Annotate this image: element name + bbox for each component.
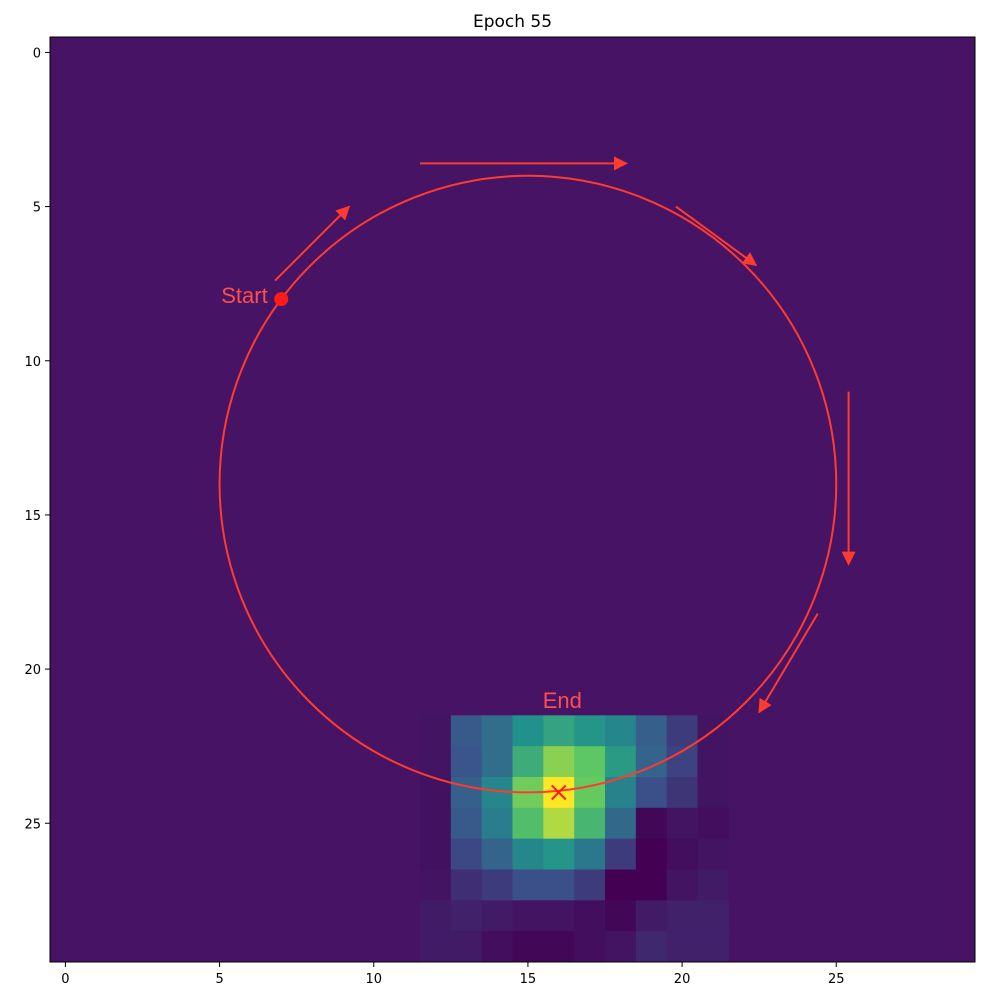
y-tick-label: 0: [33, 46, 41, 61]
heatmap-cell: [481, 715, 513, 747]
heatmap-cell: [420, 715, 452, 747]
direction-arrow: [758, 613, 819, 714]
heatmap-cell: [605, 746, 637, 778]
heatmap-cell: [481, 807, 513, 840]
heatmap-cell: [605, 900, 637, 932]
heatmap-cell: [481, 900, 513, 932]
heatmap-cell: [420, 931, 452, 962]
heatmap-cell: [512, 838, 544, 870]
heatmap-cell: [543, 869, 575, 901]
heatmap-cell: [512, 869, 544, 901]
plot-frame: [49, 36, 976, 963]
start-label: Start: [221, 283, 267, 308]
heatmap-cell: [574, 900, 606, 932]
heatmap-cell: [512, 715, 544, 747]
heatmap-cell: [605, 838, 637, 870]
heatmap-cell: [543, 838, 575, 870]
heatmap-cell: [512, 807, 544, 840]
heatmap-cell: [574, 869, 606, 901]
x-tick-label: 15: [520, 972, 537, 987]
heatmap-cell: [605, 715, 637, 747]
heatmap-cell: [697, 777, 729, 809]
heatmap-cell: [481, 869, 513, 901]
heatmap-cell: [512, 900, 544, 932]
heatmap-cell: [543, 715, 575, 747]
heatmap-cell: [666, 869, 698, 901]
heatmap-cell: [450, 777, 483, 809]
x-tick-label: 10: [365, 972, 382, 987]
heatmap-cell: [574, 715, 606, 747]
heatmap-cell: [450, 931, 483, 962]
heatmap-cell: [574, 807, 606, 840]
heatmap-cell: [420, 746, 452, 778]
chart-title: Epoch 55: [472, 12, 553, 32]
heatmap-cell: [420, 900, 452, 932]
direction-arrow: [274, 205, 351, 282]
heatmap-cell: [420, 807, 452, 840]
heatmap-cell: [481, 838, 513, 870]
heatmap-cell: [605, 931, 637, 962]
heatmap-cell: [635, 777, 668, 809]
heatmap-cell: [635, 838, 668, 870]
heatmap-cell: [697, 900, 729, 932]
heatmap-cell: [697, 931, 729, 962]
heatmap-cell: [543, 746, 575, 778]
heatmap-cell: [574, 931, 606, 962]
heatmap-cell: [450, 715, 483, 747]
x-tick-label: 20: [674, 972, 691, 987]
heatmap-cell: [635, 900, 668, 932]
heatmap-cell: [666, 931, 698, 962]
heatmap-cell: [512, 931, 544, 962]
y-tick-label: 25: [24, 817, 41, 832]
heatmap-cell: [450, 746, 483, 778]
heatmap-cell: [605, 869, 637, 901]
direction-arrow: [675, 205, 758, 266]
heatmap-cell: [450, 807, 483, 840]
heatmap-cell: [543, 931, 575, 962]
heatmap-cell: [635, 931, 668, 962]
y-tick-label: 20: [24, 663, 41, 678]
heatmap-cell: [697, 807, 729, 840]
heatmap-cell: [605, 807, 637, 840]
y-tick-label: 10: [24, 355, 41, 370]
heatmap-cell: [697, 838, 729, 870]
heatmap-cell: [481, 931, 513, 962]
y-tick-label: 5: [33, 201, 41, 216]
heatmap-cell: [420, 838, 452, 870]
heatmap-cell: [666, 838, 698, 870]
heatmap-cell: [635, 715, 668, 747]
heatmap-cell: [450, 838, 483, 870]
start-point-marker: [274, 292, 289, 307]
y-tick-label: 15: [24, 509, 41, 524]
heatmap-cell: [481, 746, 513, 778]
heatmap-cell: [666, 715, 698, 747]
heatmap-cell: [697, 746, 729, 778]
heatmap-cell: [543, 900, 575, 932]
heatmap-cell: [450, 869, 483, 901]
heatmap-cell: [635, 807, 668, 840]
x-tick-label: 25: [828, 972, 845, 987]
heatmap-cell: [543, 807, 575, 840]
heatmap-cell: [450, 900, 483, 932]
heatmap-cell: [666, 777, 698, 809]
trajectory-circle: [218, 174, 838, 794]
heatmap-cell: [420, 869, 452, 901]
heatmap-cell: [666, 807, 698, 840]
x-tick-label: 0: [61, 972, 69, 987]
end-label: End: [543, 688, 582, 713]
heatmap-cell: [697, 869, 729, 901]
heatmap-cell: [512, 746, 544, 778]
heatmap-cell: [574, 746, 606, 778]
heatmap-cell: [635, 869, 668, 901]
heatmap-cell: [574, 777, 606, 809]
x-tick-label: 5: [215, 972, 223, 987]
end-point-marker: [551, 784, 567, 801]
heatmap-cell: [666, 900, 698, 932]
heatmap-cell: [574, 838, 606, 870]
